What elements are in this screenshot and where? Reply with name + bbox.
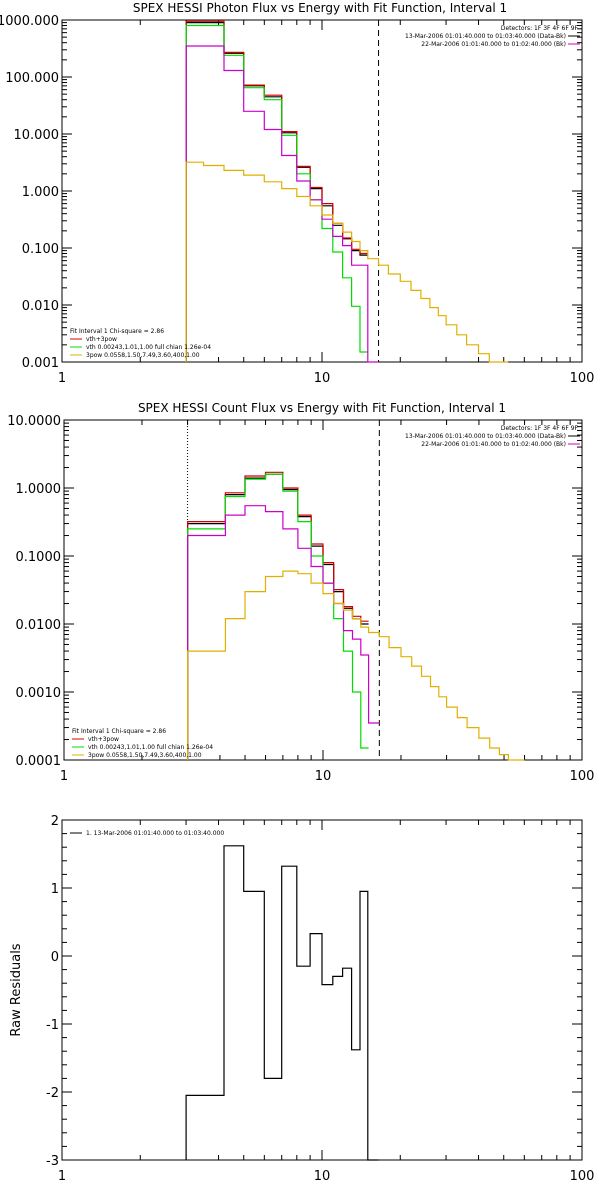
gold-series-line bbox=[187, 570, 525, 761]
series-lines bbox=[185, 845, 379, 1161]
y-tick-label: -1 bbox=[46, 1018, 59, 1033]
y-tick-label: 1.0000 bbox=[16, 482, 62, 497]
red-series-line bbox=[185, 20, 368, 362]
legend-detectors: Detectors: 1F 3F 4F 6F 9F bbox=[501, 25, 579, 32]
x-tick-label: 1 bbox=[58, 371, 66, 386]
magenta-series-line bbox=[185, 45, 379, 363]
x-tick-label: 100 bbox=[570, 1169, 595, 1184]
legend-fit-chi: Fit Interval 1 Chi-square = 2.86 bbox=[70, 328, 164, 335]
black-series-line bbox=[185, 845, 379, 1161]
legend-3pow-label: 3pow 0.0558,1.50,7.49,3.60,400,1.00 bbox=[86, 352, 200, 359]
y-tick-label: 0.0100 bbox=[16, 618, 62, 633]
magenta-series-line bbox=[187, 505, 380, 760]
residuals-panel: Raw Residuals 1 10 100 -3 -2 -1 0 1 2 1. 13-Mar… bbox=[9, 814, 594, 1184]
legend-total-label: vth+3pow bbox=[86, 336, 117, 343]
legend-fit-chi: Fit Interval 1 Chi-square = 2.86 bbox=[72, 728, 166, 735]
y-axis-ticks: -3 -2 -1 0 1 2 bbox=[46, 814, 582, 1169]
y-tick-label: 0.1000 bbox=[16, 550, 62, 565]
legend-vth-label: vth 0.00243,1.01,1.00 full chian 1.26e-0… bbox=[86, 344, 211, 351]
legend-detectors: Detectors: 1F 3F 4F 6F 9F bbox=[501, 425, 579, 432]
x-tick-label: 10 bbox=[314, 371, 331, 386]
y-tick-label: 0.010 bbox=[22, 299, 59, 314]
legend-bottom-left: Fit Interval 1 Chi-square = 2.86 vth+3po… bbox=[70, 328, 211, 359]
legend-bottom-left: Fit Interval 1 Chi-square = 2.86 vth+3po… bbox=[72, 728, 213, 759]
legend-top-left: 1. 13-Mar-2006 01:01:40.000 to 01:03:40.… bbox=[70, 830, 224, 837]
x-tick-label: 1 bbox=[60, 769, 68, 784]
x-tick-label: 100 bbox=[570, 769, 595, 784]
y-tick-label: 2 bbox=[51, 814, 59, 829]
x-tick-label: 100 bbox=[570, 371, 595, 386]
y-tick-label: 0.001 bbox=[22, 356, 59, 371]
x-axis-ticks: 1 10 100 bbox=[58, 20, 595, 386]
legend-vth-label: vth 0.00243,1.01,1.00 full chian 1.26e-0… bbox=[88, 744, 213, 751]
legend-data-interval: 13-Mar-2006 01:01:40.000 to 01:03:40.000… bbox=[405, 33, 566, 40]
y-tick-label: 0.0010 bbox=[16, 686, 62, 701]
legend-bk-interval: 22-Mar-2006 01:01:40.000 to 01:02:40.000… bbox=[421, 41, 566, 48]
y-tick-label: 0.100 bbox=[22, 242, 59, 257]
legend-top-right: Detectors: 1F 3F 4F 6F 9F 13-Mar-2006 01… bbox=[405, 425, 580, 448]
count-flux-panel: SPEX HESSI Count Flux vs Energy with Fit… bbox=[7, 401, 594, 784]
black-series-line bbox=[187, 473, 369, 760]
y-tick-label: 10.0000 bbox=[7, 414, 61, 429]
panel-title: SPEX HESSI Count Flux vs Energy with Fit… bbox=[138, 401, 506, 415]
series-lines bbox=[185, 20, 509, 363]
y-tick-label: 1000.000 bbox=[0, 14, 59, 29]
y-tick-label: 0.0001 bbox=[16, 754, 62, 769]
y-tick-label: -2 bbox=[46, 1086, 59, 1101]
legend-total-label: vth+3pow bbox=[88, 736, 119, 743]
legend-bk-interval: 22-Mar-2006 01:01:40.000 to 01:02:40.000… bbox=[421, 441, 566, 448]
photon-flux-panel: SPEX HESSI Photon Flux vs Energy with Fi… bbox=[0, 1, 594, 386]
legend-residual-label: 1. 13-Mar-2006 01:01:40.000 to 01:03:40.… bbox=[86, 830, 224, 837]
panel-title: SPEX HESSI Photon Flux vs Energy with Fi… bbox=[133, 1, 507, 15]
series-lines bbox=[187, 471, 525, 761]
y-axis-label: Raw Residuals bbox=[9, 943, 24, 1036]
legend-data-interval: 13-Mar-2006 01:01:40.000 to 01:03:40.000… bbox=[405, 433, 566, 440]
y-tick-label: 1.000 bbox=[22, 185, 59, 200]
red-series-line bbox=[187, 471, 369, 760]
y-tick-label: -3 bbox=[46, 1154, 59, 1169]
legend-top-right: Detectors: 1F 3F 4F 6F 9F 13-Mar-2006 01… bbox=[405, 25, 580, 48]
y-tick-label: 100.000 bbox=[5, 71, 59, 86]
y-tick-label: 10.000 bbox=[14, 128, 60, 143]
x-axis-ticks: 1 10 100 bbox=[60, 420, 595, 784]
y-axis-ticks: 0.001 0.010 0.100 1.000 10.000 100.000 1000.00… bbox=[0, 14, 582, 371]
x-tick-label: 10 bbox=[315, 769, 332, 784]
green-series-line bbox=[185, 24, 368, 362]
y-tick-label: 0 bbox=[51, 950, 59, 965]
y-axis-ticks: 0.0001 0.0010 0.0100 0.1000 1.0000 10.0000 bbox=[7, 414, 582, 769]
x-tick-label: 10 bbox=[314, 1169, 331, 1184]
gold-series-line bbox=[185, 161, 509, 363]
x-axis-ticks: 1 10 100 bbox=[58, 820, 595, 1184]
y-tick-label: 1 bbox=[51, 882, 59, 897]
legend-3pow-label: 3pow 0.0558,1.50,7.49,3.60,400,1.00 bbox=[88, 752, 202, 759]
green-series-line bbox=[187, 473, 369, 760]
x-tick-label: 1 bbox=[58, 1169, 66, 1184]
black-series-line bbox=[185, 22, 368, 362]
vertical-markers bbox=[187, 420, 380, 760]
